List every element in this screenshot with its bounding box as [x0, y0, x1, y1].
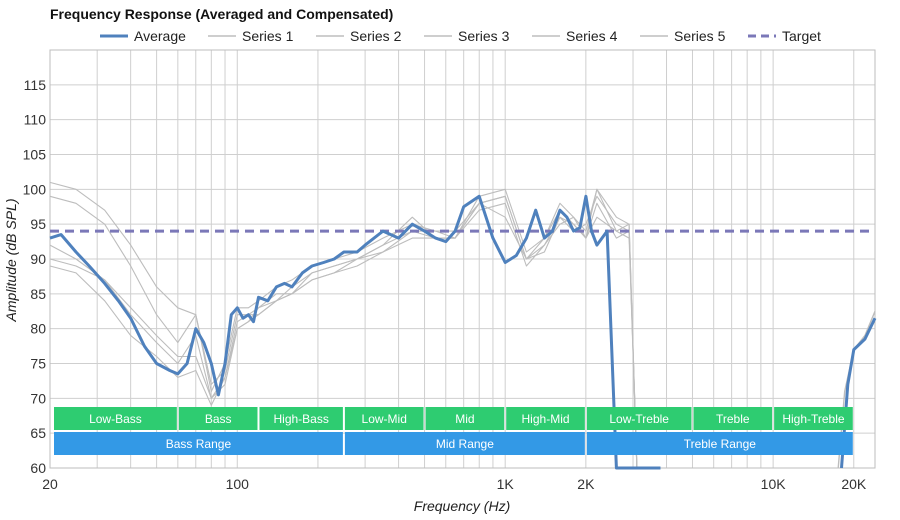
band-block [344, 407, 424, 430]
band-label: Low-Bass [89, 412, 142, 426]
y-tick-label: 85 [30, 286, 46, 302]
y-tick-label: 100 [23, 181, 47, 197]
band-label: Low-Treble [609, 412, 669, 426]
band-label: High-Mid [522, 412, 570, 426]
band-label: Treble Range [684, 437, 757, 451]
band-block [586, 432, 853, 455]
x-axis-label: Frequency (Hz) [414, 498, 510, 514]
chart-title: Frequency Response (Averaged and Compens… [50, 6, 393, 22]
band-label: Mid [455, 412, 474, 426]
band-block [344, 432, 585, 455]
band-label: Low-Mid [362, 412, 407, 426]
band-block [506, 407, 585, 430]
legend: Average Series 1 Series 2 Series 3 Series 4 S… [100, 28, 821, 44]
y-tick-label: 95 [30, 216, 46, 232]
band-label: Mid Range [436, 437, 494, 451]
legend-label: Average [134, 28, 186, 44]
band-label: Treble [716, 412, 750, 426]
band-label: High-Treble [782, 412, 845, 426]
y-tick-label: 65 [30, 425, 46, 441]
series-line [49, 195, 638, 469]
band-label: Bass [205, 412, 232, 426]
y-axis-label: Amplitude (dB SPL) [3, 199, 19, 323]
y-tick-label: 70 [30, 390, 46, 406]
x-tick-label: 20K [841, 476, 867, 492]
axes: 60 65 70 75 80 85 90 95 100 105 110 115 20 100 1K 2K 10K… [23, 77, 867, 492]
band-block [54, 432, 343, 455]
grid [49, 49, 876, 469]
y-tick-label: 115 [24, 77, 47, 93]
band-block [54, 407, 177, 430]
x-tick-label: 100 [226, 476, 250, 492]
series-layer [49, 181, 877, 470]
x-tick-label: 10K [761, 476, 787, 492]
series-line [49, 188, 638, 469]
y-tick-label: 60 [30, 460, 46, 476]
band-block [259, 407, 343, 430]
x-tick-label: 1K [497, 476, 515, 492]
band-label: Bass Range [166, 437, 232, 451]
y-tick-label: 90 [30, 251, 46, 267]
y-tick-label: 110 [24, 112, 47, 128]
y-tick-label: 105 [23, 147, 47, 163]
x-tick-label: 20 [42, 476, 58, 492]
x-tick-label: 2K [577, 476, 595, 492]
band-block [693, 407, 773, 430]
average-line [49, 194, 661, 470]
legend-label: Series 3 [458, 28, 510, 44]
band-block [178, 407, 258, 430]
legend-label: Series 1 [242, 28, 294, 44]
band-block [774, 407, 853, 430]
legend-label: Series 4 [566, 28, 618, 44]
legend-label: Series 5 [674, 28, 726, 44]
band-block [586, 407, 692, 430]
band-label: High-Bass [274, 412, 329, 426]
legend-label: Series 2 [350, 28, 402, 44]
y-tick-label: 80 [30, 321, 46, 337]
legend-label: Target [782, 28, 821, 44]
y-tick-label: 75 [30, 356, 46, 372]
frequency-bands: Low-Bass Bass High-Bass Low-Mid Mid High-Mid L… [54, 407, 853, 455]
band-block [425, 407, 505, 430]
